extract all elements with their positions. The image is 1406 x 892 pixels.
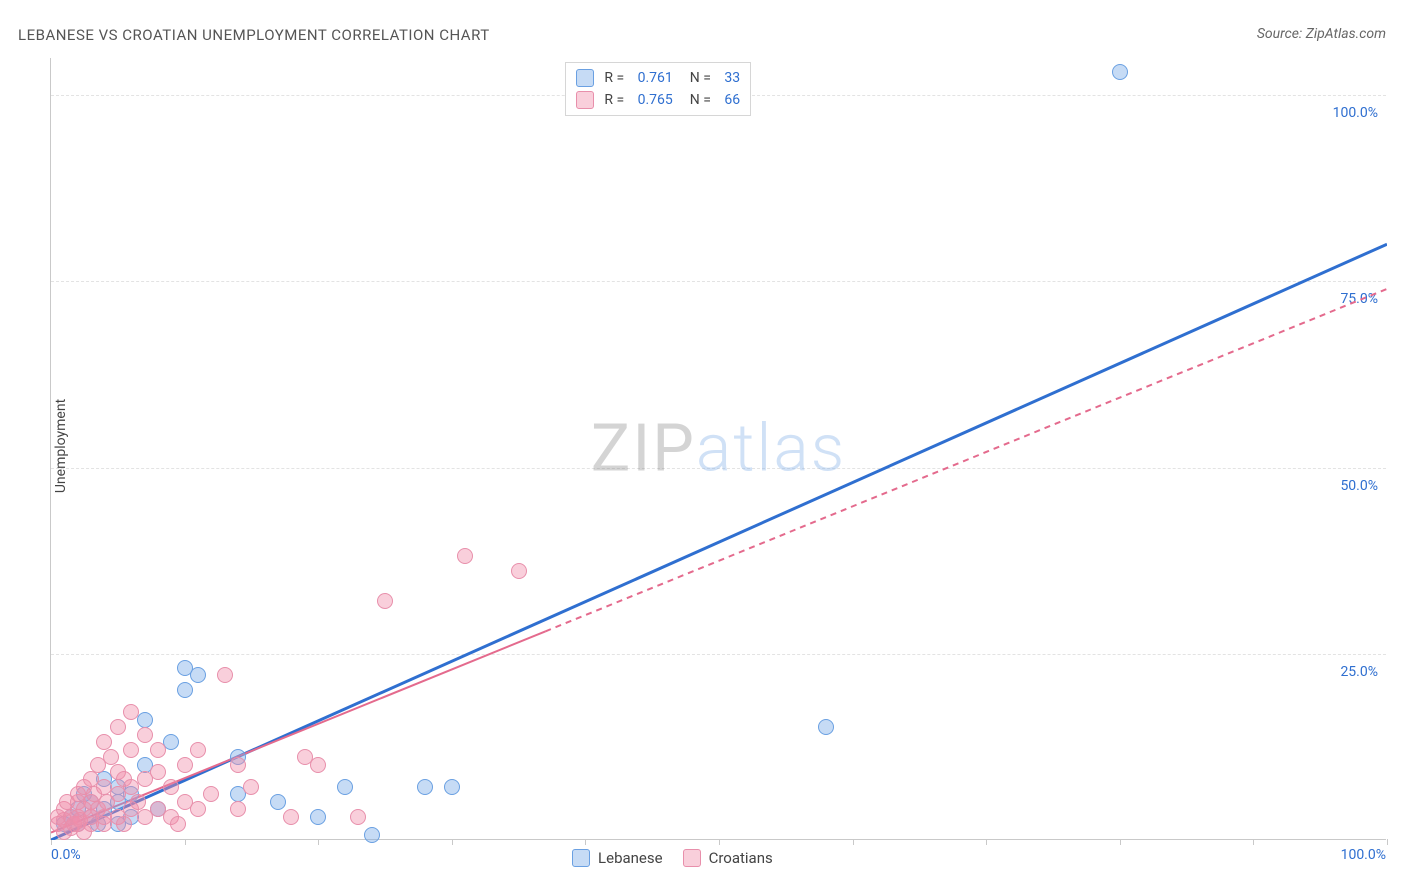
x-tick (1387, 839, 1388, 845)
x-tick (452, 839, 453, 845)
data-point-lebanese (364, 827, 380, 843)
data-point-croatians (96, 734, 112, 750)
stats-r-value: 0.761 (638, 70, 673, 86)
trend-line-lebanese (51, 244, 1387, 840)
x-tick (318, 839, 319, 845)
stats-row-croatians: R = 0.765 N = 66 (576, 89, 740, 111)
data-point-croatians (310, 757, 326, 773)
legend-swatch (576, 91, 594, 109)
legend-item-lebanese: Lebanese (572, 849, 663, 867)
data-point-croatians (137, 727, 153, 743)
x-tick (185, 839, 186, 845)
data-point-croatians (457, 548, 473, 564)
x-tick (986, 839, 987, 845)
trend-line-croatians-extrapolated (545, 289, 1387, 632)
data-point-lebanese (177, 682, 193, 698)
data-point-lebanese (444, 779, 460, 795)
scatter-plot: 25.0%50.0%75.0%100.0%0.0%100.0%ZIPatlasR… (50, 58, 1386, 840)
x-tick (853, 839, 854, 845)
data-point-croatians (511, 563, 527, 579)
legend-label: Lebanese (598, 849, 663, 867)
y-tick-label: 50.0% (1340, 478, 1378, 494)
data-point-croatians (217, 667, 233, 683)
stats-r-label: R = (604, 70, 627, 86)
watermark: ZIPatlas (591, 410, 846, 487)
x-tick (1253, 839, 1254, 845)
chart-title: LEBANESE VS CROATIAN UNEMPLOYMENT CORREL… (18, 26, 490, 44)
data-point-croatians (116, 816, 132, 832)
stats-n-label: N = (683, 92, 715, 108)
legend-swatch (683, 849, 701, 867)
data-point-lebanese (270, 794, 286, 810)
data-point-croatians (377, 593, 393, 609)
source-attribution: Source: ZipAtlas.com (1257, 26, 1386, 42)
data-point-lebanese (818, 719, 834, 735)
stats-n-value: 66 (724, 92, 740, 108)
data-point-croatians (163, 779, 179, 795)
x-axis-start-label: 0.0% (51, 847, 81, 863)
data-point-croatians (230, 757, 246, 773)
data-point-croatians (190, 801, 206, 817)
stats-legend: R = 0.761 N = 33R = 0.765 N = 66 (565, 62, 751, 116)
legend-item-croatians: Croatians (683, 849, 773, 867)
data-point-croatians (130, 794, 146, 810)
data-point-croatians (150, 742, 166, 758)
legend-swatch (576, 69, 594, 87)
data-point-lebanese (1112, 64, 1128, 80)
data-point-lebanese (190, 667, 206, 683)
stats-n-label: N = (683, 70, 715, 86)
legend-label: Croatians (709, 849, 773, 867)
data-point-croatians (150, 764, 166, 780)
gridline (51, 281, 1386, 282)
data-point-croatians (190, 742, 206, 758)
trend-lines (51, 58, 1387, 840)
data-point-lebanese (337, 779, 353, 795)
gridline (51, 468, 1386, 469)
stats-r-label: R = (604, 92, 627, 108)
data-point-croatians (110, 719, 126, 735)
stats-n-value: 33 (724, 70, 740, 86)
y-tick-label: 75.0% (1340, 291, 1378, 307)
legend-swatch (572, 849, 590, 867)
data-point-croatians (103, 749, 119, 765)
data-point-croatians (230, 801, 246, 817)
y-tick-label: 100.0% (1333, 105, 1378, 121)
source-name: ZipAtlas.com (1306, 26, 1386, 42)
x-axis-end-label: 100.0% (1341, 847, 1386, 863)
y-tick-label: 25.0% (1340, 664, 1378, 680)
series-legend: Lebanese Croatians (572, 849, 773, 867)
stats-row-lebanese: R = 0.761 N = 33 (576, 67, 740, 89)
x-tick (51, 839, 52, 845)
data-point-croatians (203, 786, 219, 802)
data-point-croatians (170, 816, 186, 832)
data-point-croatians (123, 704, 139, 720)
data-point-lebanese (310, 809, 326, 825)
source-prefix: Source: (1257, 26, 1306, 42)
data-point-croatians (350, 809, 366, 825)
x-tick (719, 839, 720, 845)
stats-r-value: 0.765 (638, 92, 673, 108)
data-point-lebanese (417, 779, 433, 795)
x-tick (1120, 839, 1121, 845)
data-point-croatians (177, 757, 193, 773)
gridline (51, 654, 1386, 655)
data-point-croatians (123, 742, 139, 758)
data-point-croatians (283, 809, 299, 825)
x-tick (585, 839, 586, 845)
data-point-croatians (243, 779, 259, 795)
